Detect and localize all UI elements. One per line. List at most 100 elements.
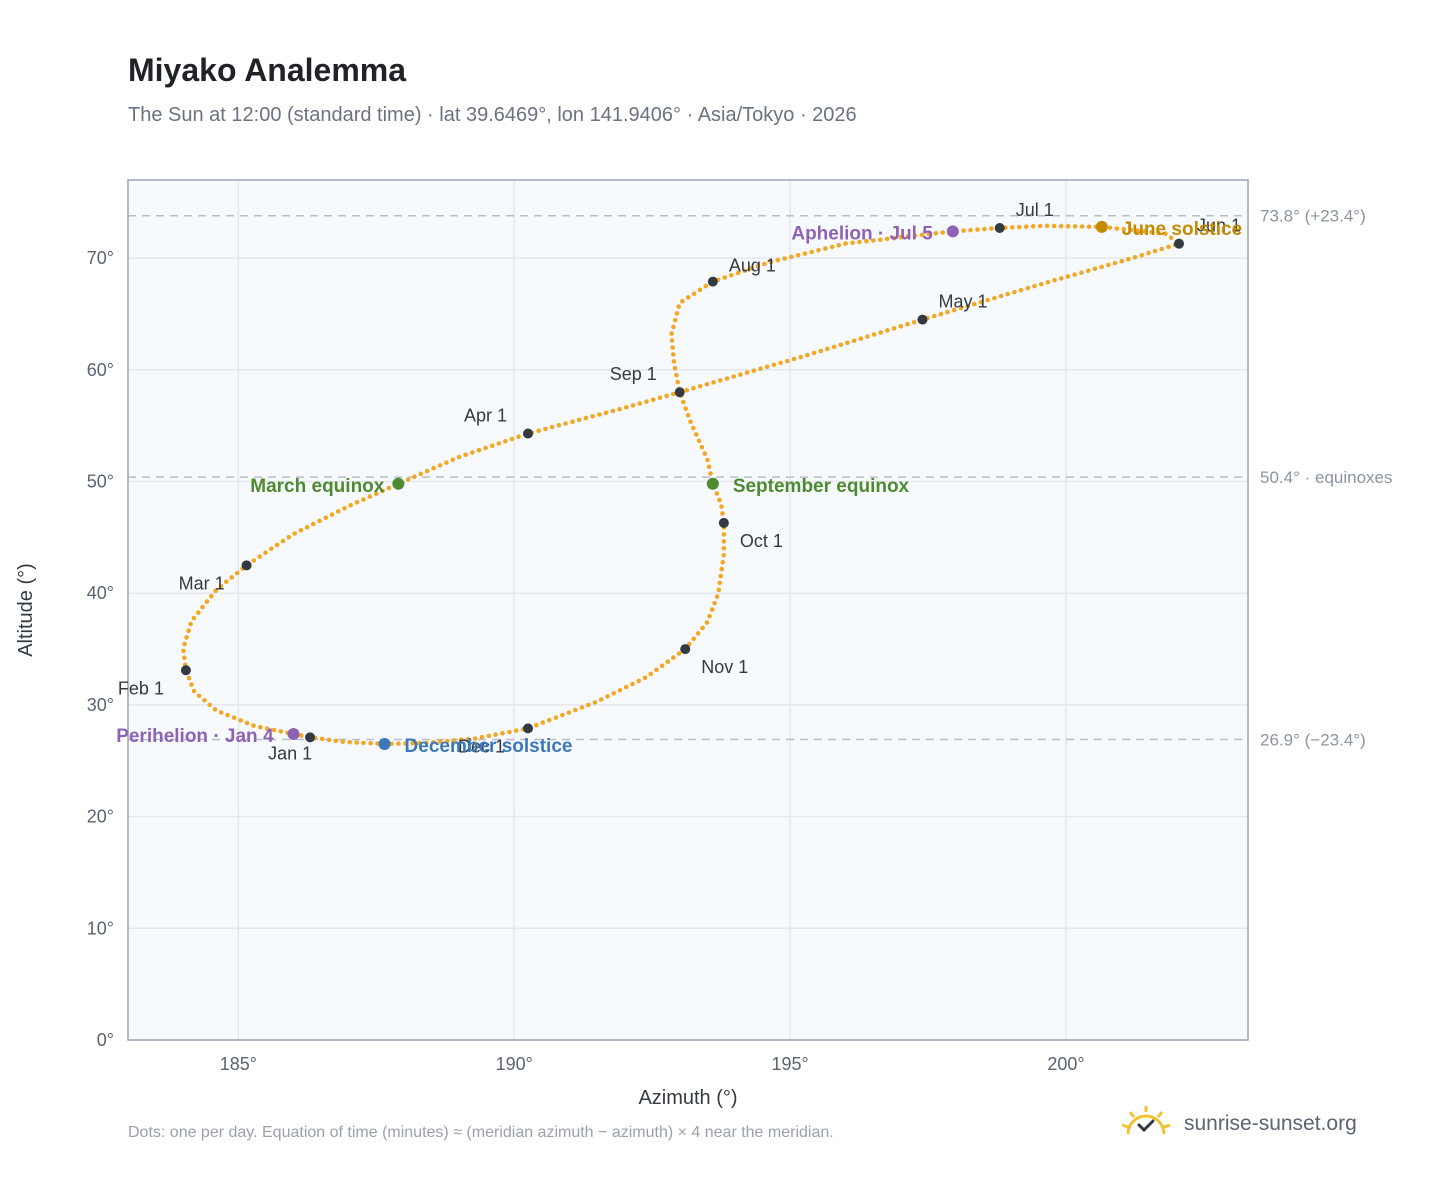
day-dot — [218, 583, 224, 589]
day-dot — [654, 667, 659, 673]
sun-check-icon — [1120, 1104, 1172, 1143]
day-dot — [576, 417, 582, 423]
day-dot — [386, 485, 392, 491]
day-dot — [257, 554, 263, 559]
day-dot — [672, 317, 678, 323]
day-dot — [851, 338, 857, 344]
day-dot — [368, 741, 373, 746]
special-point-marker — [378, 738, 391, 751]
day-dot — [319, 736, 325, 742]
day-dot — [714, 491, 720, 496]
day-dot — [683, 406, 688, 411]
day-dot — [650, 397, 656, 403]
month-marker — [523, 428, 533, 439]
day-dot — [919, 232, 925, 238]
day-dot — [891, 235, 897, 241]
day-dot — [709, 607, 715, 612]
day-dot — [1128, 227, 1134, 233]
day-dot — [1132, 254, 1138, 260]
day-dot — [1072, 224, 1078, 229]
day-dot — [560, 712, 565, 718]
day-dot — [926, 231, 932, 237]
day-dot — [898, 235, 904, 240]
day-dot — [731, 374, 736, 379]
month-marker — [917, 314, 928, 325]
day-dot — [298, 528, 304, 533]
grid-lines — [128, 180, 1248, 1041]
day-dot — [681, 399, 686, 405]
day-dot — [611, 691, 616, 696]
month-marker — [680, 644, 691, 655]
day-dot — [720, 511, 725, 516]
month-label: Sep 1 — [610, 364, 657, 384]
day-dot — [597, 412, 602, 417]
day-dot — [1045, 280, 1051, 285]
day-dot — [789, 254, 794, 260]
day-dot — [244, 720, 250, 726]
day-dot — [1107, 225, 1113, 231]
day-dot — [1058, 223, 1064, 229]
day-dot — [617, 406, 622, 412]
day-dot — [1030, 224, 1036, 229]
special-point-label: Perihelion · Jan 4 — [116, 726, 274, 747]
day-dot — [1012, 289, 1017, 295]
day-dot — [503, 438, 508, 444]
day-dot — [898, 324, 904, 329]
day-dot — [714, 594, 720, 599]
day-dot — [417, 740, 422, 746]
day-dot — [674, 372, 679, 378]
day-dot — [489, 443, 495, 449]
day-dot — [1065, 224, 1071, 229]
brand[interactable]: sunrise-sunset.org — [1120, 1104, 1357, 1143]
day-dot — [507, 729, 512, 735]
day-dot — [361, 497, 366, 502]
day-dot — [323, 515, 329, 520]
day-dot — [823, 246, 828, 251]
day-dot — [234, 570, 240, 576]
day-dot — [691, 636, 696, 642]
day-dot — [333, 738, 339, 744]
day-dot — [186, 628, 191, 633]
day-dot — [968, 227, 973, 233]
day-dot — [982, 226, 987, 232]
day-dot — [556, 423, 562, 428]
day-dot — [671, 391, 676, 397]
day-dot — [871, 332, 877, 337]
day-dot — [912, 233, 918, 238]
day-dot — [445, 738, 450, 744]
day-dot — [671, 655, 676, 660]
day-dot — [1112, 260, 1118, 266]
day-dot — [271, 727, 277, 733]
day-dot — [456, 454, 462, 460]
day-dot — [778, 360, 783, 366]
special-point-label: Aphelion · Jul 5 — [791, 223, 933, 244]
day-dot — [720, 559, 725, 565]
day-dot — [945, 309, 950, 315]
day-dot — [549, 424, 555, 430]
day-dot — [264, 726, 270, 731]
day-dot — [836, 242, 842, 248]
reference-line-label: 26.9° (−23.4°) — [1260, 731, 1366, 750]
day-dot — [755, 263, 761, 269]
day-dot — [989, 226, 994, 231]
y-tick-label: 20° — [87, 807, 114, 827]
day-dot — [680, 298, 685, 304]
month-label: May 1 — [938, 292, 987, 312]
day-dot — [931, 313, 937, 319]
day-dot — [644, 399, 649, 404]
day-dot — [431, 465, 436, 471]
brand-name[interactable]: sunrise-sunset.org — [1184, 1111, 1357, 1135]
day-dot — [200, 604, 205, 610]
y-tick-label: 70° — [87, 248, 114, 268]
day-dot — [665, 659, 671, 664]
day-dot — [540, 720, 546, 725]
day-dot — [224, 579, 229, 585]
day-dot — [311, 521, 316, 527]
chart-subtitle: The Sun at 12:00 (standard time) · lat 3… — [128, 104, 857, 126]
day-dot — [738, 372, 743, 377]
day-dot — [805, 352, 810, 358]
day-dot — [675, 379, 680, 385]
day-dot — [712, 600, 717, 606]
day-dot — [1149, 229, 1154, 235]
day-dot — [791, 356, 797, 362]
